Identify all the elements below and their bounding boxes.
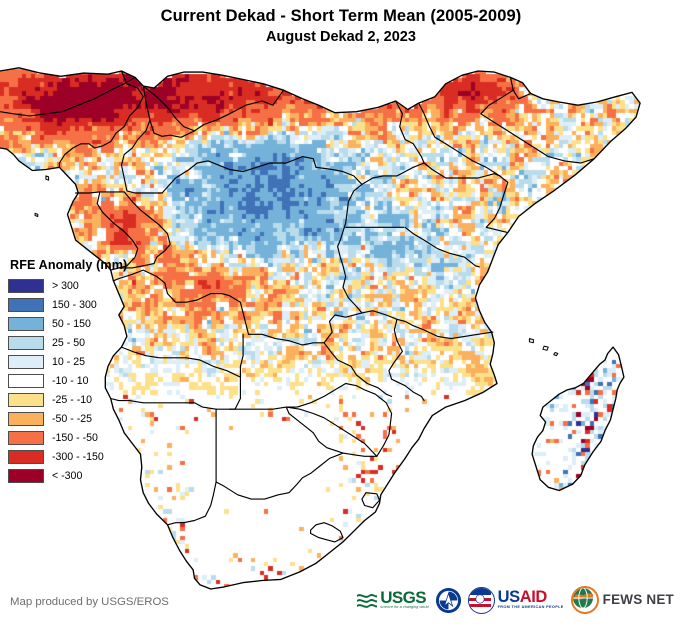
boundary-line xyxy=(531,346,625,492)
usgs-tagline: science for a changing world xyxy=(380,605,429,609)
boundary-line xyxy=(285,382,393,457)
map-credit: Map produced by USGS/EROS xyxy=(10,596,169,608)
legend-label: -300 - -150 xyxy=(52,450,104,463)
boundary-line xyxy=(553,352,559,357)
legend-swatch xyxy=(8,392,44,407)
legend-item: -10 - 10 xyxy=(8,371,160,390)
legend-label: -25 - -10 xyxy=(52,393,93,406)
legend-swatch xyxy=(8,278,44,293)
usgs-wordmark: USGS xyxy=(380,588,426,607)
legend-title: RFE Anomaly (mm) xyxy=(10,258,128,272)
legend-item: -25 - -10 xyxy=(8,390,160,409)
boundary-line xyxy=(0,76,136,117)
legend-item: -300 - -150 xyxy=(8,447,160,466)
legend-swatch xyxy=(8,430,44,445)
noaa-badge-icon xyxy=(435,587,461,613)
boundary-line xyxy=(542,345,549,351)
page-title: Current Dekad - Short Term Mean (2005-20… xyxy=(160,7,522,25)
fews-wordmark: FEWS NET xyxy=(602,592,674,607)
boundary-line xyxy=(166,481,217,526)
boundary-line xyxy=(361,310,494,340)
boundary-line xyxy=(142,85,196,138)
page-subtitle: August Dekad 2, 2023 xyxy=(266,29,416,45)
legend-label: -150 - -50 xyxy=(52,431,98,444)
boundary-line xyxy=(34,212,39,217)
usgs-wave-icon xyxy=(357,594,378,608)
legend-swatch xyxy=(8,335,44,350)
legend-swatch xyxy=(8,354,44,369)
boundary-line xyxy=(58,70,144,168)
legend: RFE Anomaly (mm) > 300 150 - 300 50 - 150 2… xyxy=(8,258,160,485)
boundary-line xyxy=(361,492,381,509)
boundary-line xyxy=(112,166,363,346)
boundary-line xyxy=(361,162,509,234)
country-boundaries xyxy=(0,67,641,590)
boundary-line xyxy=(310,522,344,543)
legend-swatch xyxy=(8,316,44,331)
boundary-line xyxy=(120,119,317,194)
boundary-line xyxy=(229,333,244,410)
boundary-line xyxy=(509,76,532,100)
usaid-seal-icon xyxy=(467,586,495,614)
boundary-line xyxy=(388,318,425,402)
legend-swatch xyxy=(8,297,44,312)
boundary-line xyxy=(323,342,393,397)
boundary-line xyxy=(528,338,534,344)
usaid-tagline: FROM THE AMERICAN PEOPLE xyxy=(497,605,564,609)
usgs-logo[interactable]: USGS science for a changing world xyxy=(356,585,428,615)
boundary-line xyxy=(215,406,344,500)
boundary-line xyxy=(418,102,501,177)
legend-label: < -300 xyxy=(52,469,83,482)
boundary-line xyxy=(142,85,285,132)
legend-label: -10 - 10 xyxy=(52,374,89,387)
legend-item: > 300 xyxy=(8,276,160,295)
map-area[interactable] xyxy=(0,56,682,604)
logo-bar: USGS science for a changing world xyxy=(356,584,674,616)
legend-swatch xyxy=(8,468,44,483)
legend-item: -150 - -50 xyxy=(8,428,160,447)
legend-item: 150 - 300 xyxy=(8,295,160,314)
usaid-wordmark: USAID xyxy=(497,588,548,606)
legend-swatch xyxy=(8,411,44,426)
legend-label: 25 - 50 xyxy=(52,336,85,349)
legend-swatch xyxy=(8,373,44,388)
legend-label: 150 - 300 xyxy=(52,298,97,311)
fews-net-logo[interactable]: FEWS NET xyxy=(570,585,674,615)
boundary-line xyxy=(118,191,171,269)
boundary-line xyxy=(120,346,241,378)
title-block: Current Dekad - Short Term Mean (2005-20… xyxy=(0,6,682,47)
boundary-line xyxy=(404,226,480,268)
legend-rows: > 300 150 - 300 50 - 150 25 - 50 10 - 25 -10 … xyxy=(8,276,160,485)
legend-item: 50 - 150 xyxy=(8,314,160,333)
legend-label: 10 - 25 xyxy=(52,355,85,368)
legend-item: -50 - -25 xyxy=(8,409,160,428)
legend-label: -50 - -25 xyxy=(52,412,93,425)
legend-item: < -300 xyxy=(8,466,160,485)
usaid-logo[interactable]: USAID FROM THE AMERICAN PEOPLE xyxy=(467,585,564,615)
boundary-line xyxy=(96,191,139,271)
boundary-line xyxy=(110,397,217,410)
boundary-line xyxy=(342,452,378,457)
legend-label: > 300 xyxy=(52,279,79,292)
legend-swatch xyxy=(8,449,44,464)
legend-label: 50 - 150 xyxy=(52,317,91,330)
boundary-line xyxy=(45,175,50,181)
fews-globe-icon xyxy=(570,586,599,614)
noaa-logo[interactable] xyxy=(435,585,461,615)
boundary-line xyxy=(480,89,595,164)
rfe-anomaly-raster xyxy=(0,56,682,604)
legend-item: 10 - 25 xyxy=(8,352,160,371)
legend-item: 25 - 50 xyxy=(8,333,160,352)
boundary-line xyxy=(395,100,425,164)
